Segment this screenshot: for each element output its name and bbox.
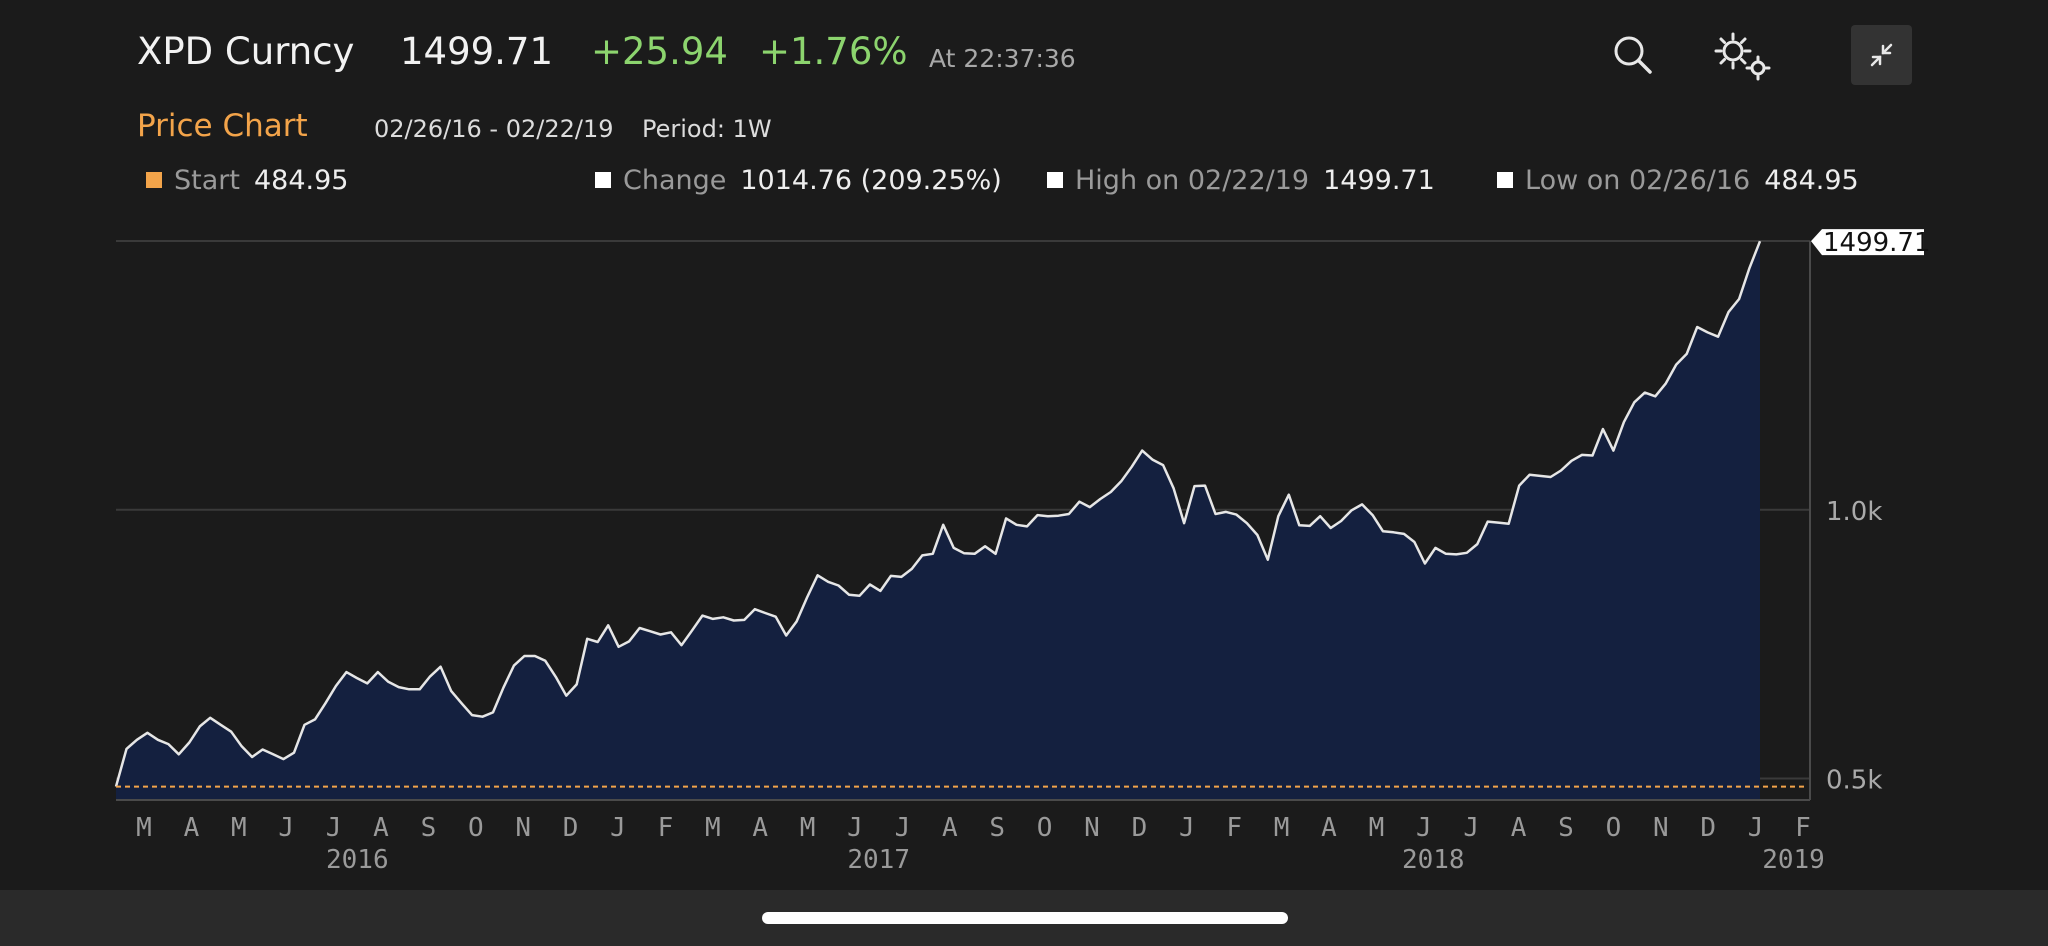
chart-title[interactable]: Price Chart	[137, 108, 308, 144]
period-selector[interactable]: Period: 1W	[642, 115, 772, 143]
x-tick-label: J	[326, 813, 342, 843]
net-change: +25.94	[591, 30, 728, 73]
x-tick-label: M	[800, 813, 816, 843]
chart-subheader: Price Chart 02/26/16 - 02/22/19 Period: …	[137, 108, 1137, 148]
x-tick-label: O	[1606, 813, 1622, 843]
x-tick-label: A	[1511, 813, 1527, 843]
settings-gears-icon[interactable]	[1712, 30, 1774, 82]
home-indicator[interactable]	[762, 912, 1288, 924]
x-tick-label: J	[278, 813, 294, 843]
stat-low-value: 484.95	[1764, 165, 1859, 196]
last-value-label: 1499.71	[1823, 228, 1931, 258]
x-tick-label: N	[1653, 813, 1669, 843]
x-tick-label: J	[1463, 813, 1479, 843]
stat-low: Low on 02/26/16 484.95	[1497, 165, 1859, 201]
minimize-icon[interactable]	[1851, 25, 1912, 85]
stat-low-label: Low on 02/26/16	[1525, 165, 1751, 196]
y-tick-label: 0.5k	[1826, 766, 1882, 796]
x-tick-label: N	[515, 813, 531, 843]
x-tick-label: M	[1369, 813, 1385, 843]
x-tick-label: N	[1084, 813, 1100, 843]
search-icon[interactable]	[1610, 32, 1656, 78]
x-year-label: 2016	[326, 845, 389, 875]
x-tick-label: O	[468, 813, 484, 843]
price-line	[114, 240, 1762, 787]
stat-change-value: 1014.76 (209.25%)	[740, 165, 1002, 196]
stat-start-value: 484.95	[253, 165, 349, 196]
x-tick-label: D	[563, 813, 579, 843]
x-tick-label: D	[1700, 813, 1716, 843]
x-tick-label: J	[1179, 813, 1195, 843]
x-tick-label: S	[421, 813, 437, 843]
x-tick-label: A	[752, 813, 768, 843]
x-tick-label: M	[705, 813, 721, 843]
x-tick-label: F	[658, 813, 674, 843]
last-value-tag	[1811, 229, 1924, 256]
x-tick-label: D	[1132, 813, 1148, 843]
x-tick-label: A	[373, 813, 389, 843]
date-range[interactable]: 02/26/16 - 02/22/19	[374, 115, 614, 143]
stat-high: High on 02/22/19 1499.71	[1047, 165, 1435, 201]
last-price: 1499.71	[400, 30, 554, 73]
x-tick-label: F	[1795, 813, 1811, 843]
price-area	[116, 241, 1760, 800]
x-tick-label: J	[1416, 813, 1432, 843]
stat-start-label: Start	[174, 165, 240, 196]
x-tick-label: J	[895, 813, 911, 843]
x-tick-label: A	[1321, 813, 1337, 843]
x-tick-label: M	[1274, 813, 1290, 843]
x-tick-label: F	[1226, 813, 1242, 843]
x-tick-label: A	[184, 813, 200, 843]
stat-high-label: High on 02/22/19	[1075, 165, 1310, 196]
x-tick-label: S	[1558, 813, 1574, 843]
x-tick-label: J	[610, 813, 626, 843]
x-tick-label: J	[1748, 813, 1764, 843]
y-tick-label: 1.0k	[1826, 497, 1882, 527]
quote-time: At 22:37:36	[929, 44, 1076, 73]
quote-header: XPD Curncy 1499.71 +25.94 +1.76% At 22:3…	[137, 30, 1937, 80]
x-tick-label: O	[1037, 813, 1053, 843]
x-year-label: 2018	[1402, 845, 1465, 875]
ticker-symbol: XPD Curncy	[137, 30, 355, 73]
x-tick-label: S	[989, 813, 1005, 843]
stat-change: Change 1014.76 (209.25%)	[595, 165, 1002, 201]
x-tick-label: A	[942, 813, 958, 843]
start-legend-swatch	[146, 171, 162, 188]
x-tick-label: J	[847, 813, 863, 843]
stat-start: Start 484.95	[146, 165, 348, 201]
percent-change: +1.76%	[759, 30, 908, 73]
stat-change-label: Change	[623, 165, 727, 196]
x-tick-label: M	[136, 813, 152, 843]
stat-high-value: 1499.71	[1323, 165, 1435, 196]
x-tick-label: M	[231, 813, 247, 843]
x-year-label: 2019	[1762, 845, 1825, 875]
price-chart[interactable]: 0.5k 1.0k 1499.71 M A M J J A S O N D J F M A M J J A S O N D J F M…	[0, 0, 2048, 890]
change-legend-swatch	[595, 171, 611, 188]
low-legend-swatch	[1497, 171, 1513, 188]
x-year-label: 2017	[847, 845, 910, 875]
high-legend-swatch	[1047, 171, 1063, 188]
